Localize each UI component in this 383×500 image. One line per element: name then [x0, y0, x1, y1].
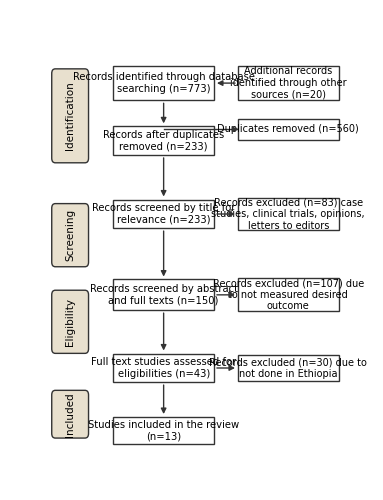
FancyBboxPatch shape	[113, 66, 214, 100]
Text: Records excluded (n=83) case
studies, clinical trials, opinions,
letters to edit: Records excluded (n=83) case studies, cl…	[211, 198, 365, 230]
Text: Records screened by title for
relevance (n=233): Records screened by title for relevance …	[92, 203, 235, 225]
Text: Records excluded (n=107) due
to not measured desired
outcome: Records excluded (n=107) due to not meas…	[213, 278, 364, 312]
FancyBboxPatch shape	[52, 390, 88, 438]
FancyBboxPatch shape	[113, 200, 214, 228]
FancyBboxPatch shape	[113, 354, 214, 382]
Text: Records after duplicates
removed (n=233): Records after duplicates removed (n=233)	[103, 130, 224, 152]
Text: Records screened by abstract
and full texts (n=150): Records screened by abstract and full te…	[90, 284, 237, 306]
FancyBboxPatch shape	[113, 280, 214, 310]
Text: Eligibility: Eligibility	[65, 298, 75, 346]
FancyBboxPatch shape	[52, 290, 88, 354]
FancyBboxPatch shape	[238, 198, 339, 230]
FancyBboxPatch shape	[238, 356, 339, 380]
Text: Identification: Identification	[65, 82, 75, 150]
Text: Additional records
identified through other
sources (n=20): Additional records identified through ot…	[230, 66, 347, 100]
FancyBboxPatch shape	[238, 66, 339, 100]
Text: Records excluded (n=30) due to
not done in Ethiopia: Records excluded (n=30) due to not done …	[210, 357, 367, 379]
Text: Screening: Screening	[65, 209, 75, 261]
Text: Included: Included	[65, 392, 75, 436]
FancyBboxPatch shape	[238, 118, 339, 140]
FancyBboxPatch shape	[113, 126, 214, 156]
Text: Full text studies assessed for
eligibilities (n=43): Full text studies assessed for eligibili…	[91, 357, 236, 379]
FancyBboxPatch shape	[113, 417, 214, 444]
Text: Studies included in the review
(n=13): Studies included in the review (n=13)	[88, 420, 239, 441]
Text: Records identified through database
searching (n=773): Records identified through database sear…	[73, 72, 255, 94]
FancyBboxPatch shape	[52, 204, 88, 266]
FancyBboxPatch shape	[52, 69, 88, 163]
FancyBboxPatch shape	[238, 278, 339, 311]
Text: Duplicates removed (n=560): Duplicates removed (n=560)	[218, 124, 359, 134]
